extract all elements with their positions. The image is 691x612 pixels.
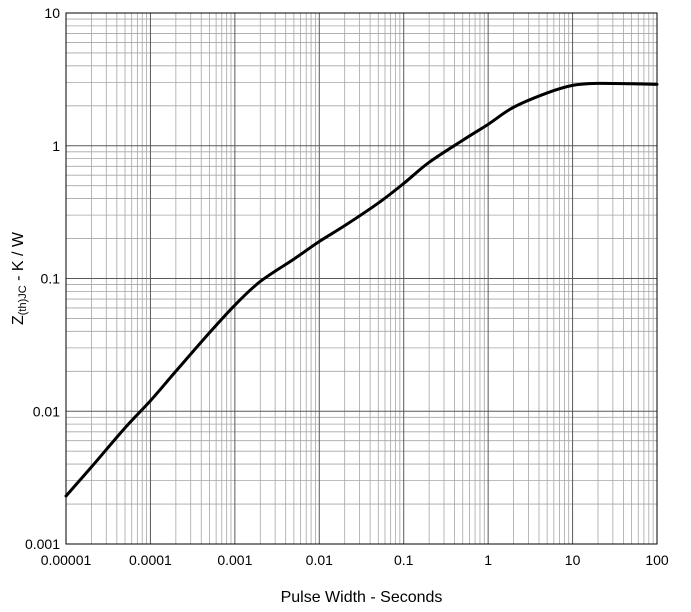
x-tick-label: 0.01 [306, 552, 333, 568]
y-tick-label: 0.01 [33, 403, 60, 419]
y-tick-label: 0.1 [41, 271, 61, 287]
plot-frame [65, 12, 658, 545]
x-tick-labels: 0.00001 0.0001 0.001 0.01 0.1 1 10 100 [41, 552, 669, 568]
x-tick-label: 0.00001 [41, 552, 92, 568]
x-axis-title: Pulse Width - Seconds [281, 589, 443, 606]
x-tick-label: 0.001 [217, 552, 252, 568]
x-tick-label: 0.0001 [129, 552, 172, 568]
y-axis-title-rest: - K / W [10, 231, 27, 285]
y-axis-title-main: Z [10, 315, 27, 325]
y-axis-title: Z(th)JC - K / W [10, 231, 29, 325]
y-tick-label: 0.001 [25, 536, 60, 552]
x-tick-label: 1 [484, 552, 492, 568]
y-axis-title-subscript: (th)JC [17, 285, 29, 315]
x-tick-label: 10 [565, 552, 581, 568]
y-tick-label: 10 [44, 5, 60, 21]
x-tick-label: 100 [645, 552, 669, 568]
y-tick-labels: 0.001 0.01 0.1 1 10 [25, 5, 60, 552]
x-tick-label: 0.1 [394, 552, 414, 568]
y-tick-label: 1 [52, 138, 60, 154]
series-line [64, 81, 659, 498]
